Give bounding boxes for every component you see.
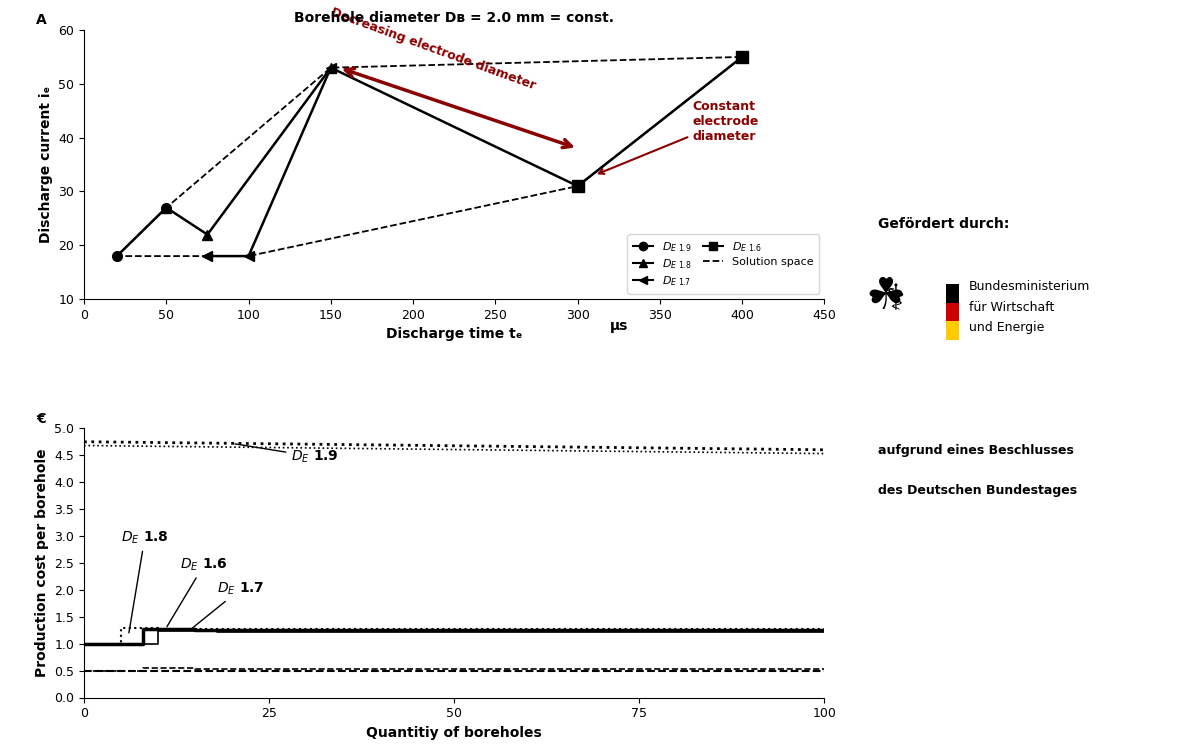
Y-axis label: Production cost per borehole: Production cost per borehole bbox=[35, 448, 49, 677]
Text: $D_E$ 1.9: $D_E$ 1.9 bbox=[235, 444, 340, 465]
X-axis label: Discharge time tₑ: Discharge time tₑ bbox=[386, 328, 522, 341]
Text: µs: µs bbox=[610, 320, 628, 333]
Text: ⚕: ⚕ bbox=[886, 284, 905, 317]
Text: Gefördert durch:: Gefördert durch: bbox=[878, 217, 1009, 231]
Text: A: A bbox=[36, 13, 47, 27]
Text: Constant
electrode
diameter: Constant electrode diameter bbox=[599, 100, 760, 174]
Legend: $D_{E\ 1.9}$, $D_{E\ 1.8}$, $D_{E\ 1.7}$, $D_{E\ 1.6}$, Solution space: $D_{E\ 1.9}$, $D_{E\ 1.8}$, $D_{E\ 1.7}$… bbox=[628, 235, 818, 293]
Y-axis label: Discharge current iₑ: Discharge current iₑ bbox=[38, 86, 53, 243]
Text: für Wirtschaft: für Wirtschaft bbox=[970, 301, 1055, 313]
Bar bbox=[946, 302, 959, 322]
Text: €: € bbox=[36, 412, 46, 426]
Text: Decreasing electrode diameter: Decreasing electrode diameter bbox=[330, 5, 538, 92]
Text: $D_E$ 1.7: $D_E$ 1.7 bbox=[190, 580, 265, 630]
Title: Borehole diameter Dʙ = 2.0 mm = const.: Borehole diameter Dʙ = 2.0 mm = const. bbox=[294, 10, 614, 25]
Bar bbox=[946, 322, 959, 340]
Bar bbox=[946, 284, 959, 302]
Text: des Deutschen Bundestages: des Deutschen Bundestages bbox=[878, 484, 1078, 497]
X-axis label: Quantitiy of boreholes: Quantitiy of boreholes bbox=[366, 726, 542, 740]
Text: $D_E$ 1.8: $D_E$ 1.8 bbox=[121, 530, 169, 633]
Text: ☘: ☘ bbox=[865, 275, 905, 319]
Text: $D_E$ 1.6: $D_E$ 1.6 bbox=[167, 556, 228, 627]
Text: Bundesministerium: Bundesministerium bbox=[970, 280, 1091, 293]
Text: aufgrund eines Beschlusses: aufgrund eines Beschlusses bbox=[878, 444, 1074, 457]
Text: und Energie: und Energie bbox=[970, 320, 1044, 334]
